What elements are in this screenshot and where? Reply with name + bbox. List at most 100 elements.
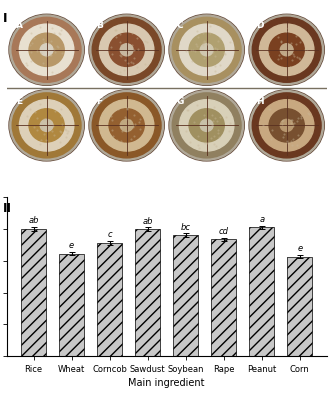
Point — [290, 117, 295, 124]
Text: I: I — [3, 12, 8, 25]
Point — [119, 143, 124, 150]
Point — [52, 108, 57, 114]
Point — [118, 39, 123, 46]
X-axis label: Main ingredient: Main ingredient — [128, 378, 205, 388]
Point — [293, 33, 298, 39]
Point — [276, 56, 281, 62]
Point — [191, 119, 197, 126]
Point — [285, 25, 290, 32]
Point — [114, 27, 119, 34]
Point — [131, 112, 137, 118]
Point — [213, 115, 218, 121]
Point — [271, 62, 276, 69]
Point — [285, 140, 291, 146]
Point — [269, 135, 274, 142]
Point — [201, 38, 206, 44]
Point — [226, 128, 232, 134]
Point — [217, 114, 222, 120]
Point — [58, 106, 63, 112]
Text: c: c — [107, 230, 112, 240]
Point — [183, 128, 189, 134]
Point — [130, 124, 136, 130]
Point — [266, 50, 271, 56]
Point — [27, 42, 32, 48]
Point — [202, 139, 208, 146]
Point — [280, 70, 285, 77]
Point — [192, 48, 198, 54]
Point — [111, 133, 116, 139]
Circle shape — [180, 100, 234, 151]
Circle shape — [29, 109, 64, 142]
Point — [130, 60, 136, 67]
Point — [294, 142, 299, 148]
Point — [221, 50, 226, 56]
Point — [214, 46, 219, 52]
Point — [195, 141, 200, 148]
Circle shape — [170, 91, 244, 160]
Point — [120, 27, 125, 34]
Point — [290, 136, 296, 143]
Point — [129, 44, 134, 50]
Text: e: e — [297, 244, 302, 253]
Point — [31, 124, 37, 130]
Circle shape — [12, 17, 81, 82]
Point — [299, 34, 304, 41]
Point — [288, 138, 293, 144]
Point — [40, 60, 46, 66]
Point — [24, 113, 30, 120]
Point — [308, 130, 314, 136]
Point — [114, 34, 119, 40]
Point — [64, 130, 70, 136]
Point — [211, 104, 216, 110]
Point — [42, 116, 47, 122]
Point — [114, 137, 119, 144]
Point — [281, 131, 287, 138]
Point — [209, 135, 214, 142]
Circle shape — [169, 14, 244, 85]
Point — [191, 47, 196, 53]
Point — [296, 115, 301, 122]
Point — [52, 46, 57, 52]
Circle shape — [250, 15, 323, 84]
Point — [295, 54, 300, 60]
Point — [212, 63, 217, 70]
Point — [298, 56, 303, 63]
Point — [130, 123, 135, 130]
Point — [38, 101, 43, 107]
Point — [35, 114, 40, 121]
Point — [268, 106, 273, 112]
Circle shape — [90, 15, 163, 84]
Text: B: B — [96, 21, 103, 30]
Text: E: E — [16, 97, 22, 106]
Point — [203, 39, 208, 46]
Circle shape — [250, 91, 323, 160]
Point — [58, 27, 63, 33]
Point — [57, 138, 62, 145]
Point — [58, 128, 63, 134]
Text: F: F — [96, 97, 103, 106]
Circle shape — [12, 93, 81, 158]
Point — [128, 59, 134, 66]
Point — [108, 44, 113, 50]
Circle shape — [92, 17, 161, 82]
Point — [302, 61, 307, 68]
Circle shape — [92, 93, 161, 158]
Point — [275, 34, 280, 40]
Text: ab: ab — [28, 216, 39, 225]
Circle shape — [9, 90, 84, 161]
Point — [279, 55, 284, 61]
Point — [195, 34, 201, 40]
Point — [289, 120, 294, 126]
Bar — [249, 228, 274, 356]
Point — [129, 42, 134, 49]
Point — [109, 127, 115, 133]
Point — [269, 127, 275, 133]
Bar — [211, 239, 236, 356]
Point — [101, 124, 107, 131]
Point — [118, 52, 123, 59]
Point — [277, 52, 282, 58]
Point — [296, 55, 302, 62]
Circle shape — [109, 109, 144, 142]
Point — [217, 35, 223, 41]
Circle shape — [90, 91, 163, 160]
